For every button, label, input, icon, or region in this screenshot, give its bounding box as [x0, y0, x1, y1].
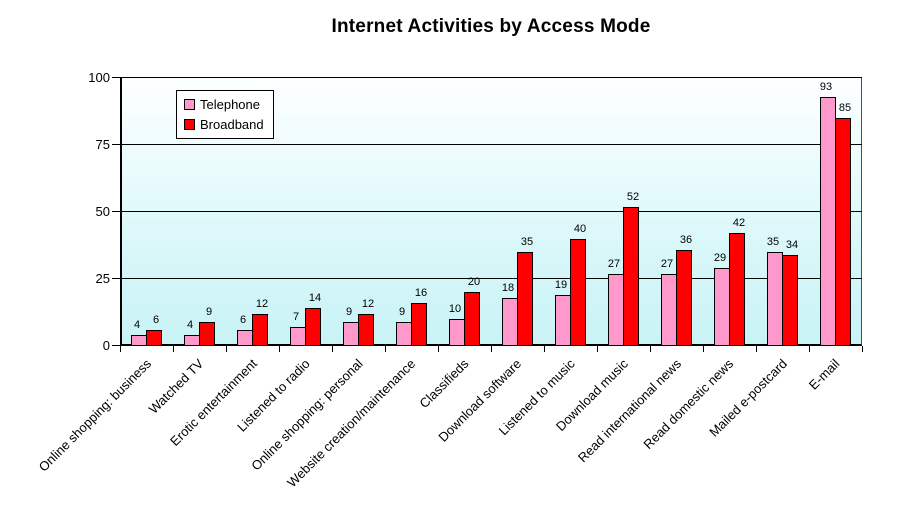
x-axis-tick — [385, 346, 386, 352]
bar-telephone — [714, 268, 730, 346]
bar-telephone — [237, 330, 253, 346]
telephone-swatch-icon — [184, 99, 195, 110]
y-axis-label: 100 — [88, 70, 110, 85]
value-label-broadband: 16 — [414, 287, 428, 299]
x-axis-label: Read domestic news — [640, 356, 737, 452]
bar-telephone — [396, 322, 412, 346]
bar-telephone — [449, 319, 465, 346]
bar-telephone — [661, 274, 677, 346]
bar-telephone — [555, 295, 571, 346]
bar-telephone — [131, 335, 147, 346]
x-axis-tick — [809, 346, 810, 352]
bar-telephone — [290, 327, 306, 346]
bar-telephone — [502, 298, 518, 346]
bar-broadband — [146, 330, 162, 346]
bar-telephone — [343, 322, 359, 346]
x-axis-tick — [862, 346, 863, 352]
y-axis-label: 50 — [95, 204, 110, 219]
legend-label-broadband: Broadband — [200, 117, 264, 132]
y-axis-tick — [112, 77, 120, 78]
bar-broadband — [570, 239, 586, 346]
value-label-telephone: 18 — [501, 282, 515, 294]
value-label-telephone: 10 — [448, 303, 462, 315]
value-label-telephone: 19 — [554, 279, 568, 291]
x-axis-tick — [332, 346, 333, 352]
x-axis-tick — [650, 346, 651, 352]
y-axis-tick — [112, 211, 120, 212]
value-label-telephone: 9 — [398, 306, 406, 318]
y-axis-label: 25 — [95, 271, 110, 286]
x-axis-label: Online shopping: business — [35, 356, 154, 475]
bar-broadband — [676, 250, 692, 346]
x-axis-tick — [703, 346, 704, 352]
x-axis-tick — [226, 346, 227, 352]
bar-telephone — [820, 97, 836, 346]
value-label-broadband: 40 — [573, 223, 587, 235]
gridline-50 — [120, 211, 862, 212]
value-label-broadband: 9 — [205, 306, 213, 318]
gridline-25 — [120, 278, 862, 279]
y-axis-label: 0 — [102, 338, 110, 353]
value-label-telephone: 9 — [345, 306, 353, 318]
y-axis-tick — [112, 345, 120, 346]
y-axis-label: 75 — [95, 137, 110, 152]
value-label-telephone: 4 — [186, 319, 194, 331]
value-label-broadband: 12 — [255, 298, 269, 310]
value-label-telephone: 93 — [819, 81, 833, 93]
value-label-telephone: 7 — [292, 311, 300, 323]
value-label-telephone: 27 — [660, 258, 674, 270]
bar-broadband — [835, 118, 851, 346]
bar-broadband — [517, 252, 533, 346]
x-axis-tick — [756, 346, 757, 352]
bar-broadband — [464, 292, 480, 346]
x-axis-tick — [597, 346, 598, 352]
bar-broadband — [411, 303, 427, 346]
y-axis-tick — [112, 278, 120, 279]
x-axis-tick — [544, 346, 545, 352]
value-label-telephone: 29 — [713, 252, 727, 264]
bar-broadband — [305, 308, 321, 346]
legend-item-telephone: Telephone — [184, 97, 264, 112]
x-axis-label: Classifieds — [416, 356, 472, 412]
bar-broadband — [782, 255, 798, 346]
bar-telephone — [184, 335, 200, 346]
value-label-broadband: 52 — [626, 191, 640, 203]
value-label-broadband: 6 — [152, 314, 160, 326]
gridline-75 — [120, 144, 862, 145]
x-axis-tick — [173, 346, 174, 352]
legend-label-telephone: Telephone — [200, 97, 260, 112]
value-label-broadband: 36 — [679, 234, 693, 246]
value-label-broadband: 85 — [838, 102, 852, 114]
legend-item-broadband: Broadband — [184, 117, 264, 132]
x-axis-tick — [120, 346, 121, 352]
x-axis-tick — [438, 346, 439, 352]
bar-broadband — [729, 233, 745, 346]
bar-broadband — [252, 314, 268, 346]
value-label-broadband: 34 — [785, 239, 799, 251]
bar-telephone — [608, 274, 624, 346]
x-axis-label: E-mail — [805, 356, 843, 393]
gridline-100 — [120, 77, 862, 78]
bar-broadband — [358, 314, 374, 346]
value-label-broadband: 20 — [467, 276, 481, 288]
value-label-broadband: 42 — [732, 217, 746, 229]
x-axis-tick — [491, 346, 492, 352]
broadband-swatch-icon — [184, 119, 195, 130]
bar-broadband — [199, 322, 215, 346]
x-axis-tick — [279, 346, 280, 352]
value-label-telephone: 4 — [133, 319, 141, 331]
value-label-broadband: 35 — [520, 236, 534, 248]
chart-title: Internet Activities by Access Mode — [331, 16, 651, 37]
value-label-broadband: 14 — [308, 292, 322, 304]
legend: Telephone Broadband — [176, 90, 274, 139]
bar-telephone — [767, 252, 783, 346]
y-axis-tick — [112, 144, 120, 145]
bar-broadband — [623, 207, 639, 346]
value-label-telephone: 6 — [239, 314, 247, 326]
value-label-telephone: 35 — [766, 236, 780, 248]
x-axis-label: Read international news — [574, 356, 684, 466]
value-label-telephone: 27 — [607, 258, 621, 270]
value-label-broadband: 12 — [361, 298, 375, 310]
